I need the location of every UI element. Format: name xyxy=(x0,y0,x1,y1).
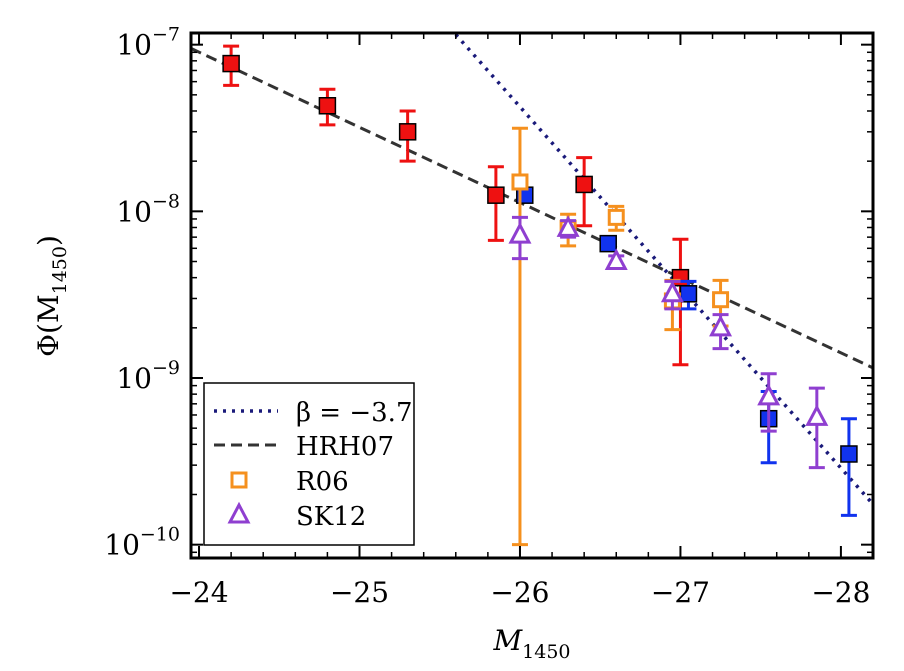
x-tick-label: −24 xyxy=(169,576,228,609)
legend-label-hrh07: HRH07 xyxy=(296,432,394,462)
x-tick-label: −28 xyxy=(811,576,870,609)
legend-key-triangle xyxy=(227,501,251,524)
legend: β = −3.7 HRH07 R06 SK12 xyxy=(203,382,415,546)
x-tick-label: −25 xyxy=(330,576,389,609)
y-tick-label: 10−7 xyxy=(116,24,180,62)
data-point xyxy=(599,234,617,253)
data-point xyxy=(575,175,593,194)
data-point xyxy=(805,404,829,426)
model-line-dashed xyxy=(191,47,873,370)
x-tick-label: −27 xyxy=(651,576,710,609)
y-tick-label: 10−10 xyxy=(104,524,180,562)
data-point xyxy=(757,383,781,406)
y-tick-label: 10−8 xyxy=(116,190,180,228)
legend-keys xyxy=(214,409,278,524)
x-tick-label: −26 xyxy=(490,576,549,609)
data-point xyxy=(604,248,628,271)
legend-label-sk12: SK12 xyxy=(296,502,366,532)
data-point xyxy=(556,215,580,237)
y-axis-label: Φ(M1450) xyxy=(32,235,71,357)
series-0 xyxy=(222,44,690,367)
data-point xyxy=(679,285,698,303)
data-point xyxy=(671,268,690,287)
axis-ticks: −24 −25 −26 −27 −28 10−7 10−8 10−9 10−10 xyxy=(104,24,873,609)
data-point xyxy=(709,314,733,337)
data-point xyxy=(607,208,625,226)
series-3 xyxy=(508,215,829,470)
data-point xyxy=(487,186,505,204)
legend-label-r06: R06 xyxy=(296,467,349,497)
data-point xyxy=(318,97,337,115)
legend-label-beta: β = −3.7 xyxy=(296,398,412,428)
data-point xyxy=(508,221,532,244)
data-point xyxy=(840,445,858,463)
plot-frame xyxy=(189,31,875,560)
model-line-dotted xyxy=(454,33,873,506)
data-point xyxy=(660,280,684,303)
x-axis-label: M1450 xyxy=(492,624,570,663)
data-point xyxy=(398,123,417,141)
data-point xyxy=(712,291,730,309)
data-point xyxy=(511,173,529,191)
legend-key-square xyxy=(230,471,248,489)
data-point xyxy=(222,54,240,73)
series-2 xyxy=(511,126,730,547)
plot-marks xyxy=(191,33,873,547)
series-1 xyxy=(516,186,858,517)
y-tick-label: 10−9 xyxy=(116,357,180,395)
